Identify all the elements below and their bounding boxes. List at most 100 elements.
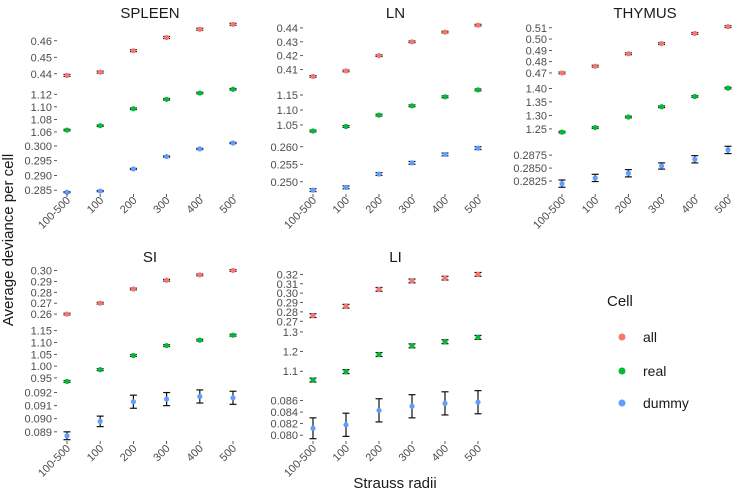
y-tick-label: 0.27 <box>31 298 52 310</box>
data-point-all <box>164 277 170 283</box>
data-point-real <box>97 367 103 373</box>
x-tick-label: 200 <box>364 443 385 464</box>
data-point-real <box>97 123 103 129</box>
data-point-real <box>475 334 481 341</box>
data-point-dummy <box>343 422 349 428</box>
y-tick-label: 0.44 <box>277 23 298 35</box>
data-point-all <box>559 70 565 76</box>
y-tick-label: 1.10 <box>31 338 52 350</box>
data-point-dummy <box>475 145 481 151</box>
y-tick-label: 0.090 <box>24 414 52 426</box>
row-real: 1.05 1.10 1.15 <box>277 87 482 134</box>
legend-key-real <box>618 367 626 375</box>
legend: Cell all real dummy <box>607 293 689 411</box>
x-tick-label: 500 <box>218 195 239 216</box>
y-tick-label: 0.300 <box>24 141 52 153</box>
data-point-all <box>692 30 698 37</box>
y-tick-label: 1.00 <box>31 361 52 373</box>
panel-title: SI <box>143 249 157 266</box>
data-point-dummy <box>130 166 136 172</box>
panels: SPLEEN0.440.450.461.061.081.101.120.2850… <box>24 5 734 480</box>
data-point-all <box>409 278 415 284</box>
data-point-dummy <box>725 147 731 153</box>
data-point-dummy <box>409 403 415 409</box>
panel-si: SI0.260.270.280.290.300.951.001.051.101.… <box>24 249 239 480</box>
data-point-all <box>197 26 203 32</box>
y-tick-label: 0.080 <box>270 430 298 442</box>
y-tick-label: 1.06 <box>31 127 52 139</box>
data-point-all <box>343 303 349 309</box>
y-tick-label: 0.47 <box>526 68 547 80</box>
y-tick-label: 0.95 <box>31 373 52 385</box>
data-point-real <box>164 342 170 349</box>
y-tick-label: 1.15 <box>31 326 52 338</box>
panel-ln: LN 0.41 0.42 0.43 0.44 1.05 1.10 1.15 0.250 0.255… <box>270 5 484 232</box>
y-tick-label: 1.08 <box>31 114 52 126</box>
panel-spleen: SPLEEN0.440.450.461.061.081.101.120.2850… <box>24 5 239 232</box>
data-point-dummy <box>164 153 170 160</box>
row-all: 0.41 0.42 0.43 0.44 <box>277 22 482 80</box>
panel-title: SPLEEN <box>120 5 179 22</box>
y-tick-label: 0.42 <box>277 51 298 63</box>
y-tick-label: 0.255 <box>270 159 298 171</box>
x-tick-label: 300 <box>151 195 172 216</box>
data-point-all <box>343 68 349 74</box>
data-point-real <box>197 90 203 96</box>
y-tick-label: 0.43 <box>277 37 298 49</box>
y-tick-label: 0.32 <box>277 269 298 281</box>
y-tick-label: 0.089 <box>24 427 52 439</box>
data-point-all <box>376 286 382 292</box>
data-point-dummy <box>692 156 698 162</box>
data-point-dummy <box>409 160 415 166</box>
y-tick-label: 0.51 <box>526 23 547 35</box>
x-tick-label: 100 <box>331 195 352 216</box>
data-point-real <box>409 343 415 349</box>
data-point-all <box>230 21 236 27</box>
data-point-all <box>197 272 203 278</box>
panel-li: LI 0.270.280.290.300.310.32 1.1 1.2 1.3 0.080… <box>270 249 484 480</box>
data-point-all <box>64 72 70 79</box>
data-point-dummy <box>442 400 448 406</box>
x-tick-label: 100-500 <box>36 195 73 232</box>
y-tick-label: 0.28 <box>31 287 52 299</box>
data-point-real <box>376 351 382 358</box>
y-tick-label: 0.29 <box>277 298 298 310</box>
y-tick-label: 0.41 <box>277 65 298 77</box>
x-tick-label: 200 <box>118 443 139 464</box>
x-tick-label: 100-500 <box>282 443 319 480</box>
data-point-all <box>725 24 731 30</box>
data-point-dummy <box>64 189 70 195</box>
y-tick-label: 1.3 <box>283 327 298 339</box>
y-tick-label: 1.15 <box>277 90 298 102</box>
data-point-all <box>659 40 665 47</box>
data-point-dummy <box>97 188 103 194</box>
data-point-dummy <box>197 146 203 152</box>
x-axis-label: Strauss radii <box>353 475 436 492</box>
data-point-all <box>130 48 136 54</box>
data-point-dummy <box>343 184 349 190</box>
row-all: 0.270.280.290.300.310.32 <box>277 269 482 328</box>
data-point-all <box>475 271 481 277</box>
x-tick-label: 500 <box>218 443 239 464</box>
row-all: 0.470.480.490.500.51 <box>526 23 732 80</box>
y-tick-label: 0.260 <box>270 142 298 154</box>
y-tick-label: 0.28 <box>277 307 298 319</box>
y-tick-label: 0.086 <box>270 395 298 407</box>
y-tick-label: 0.250 <box>270 177 298 189</box>
y-tick-label: 1.40 <box>526 83 547 95</box>
data-point-all <box>625 51 632 57</box>
y-tick-label: 0.084 <box>270 407 298 419</box>
data-point-dummy <box>230 395 236 401</box>
y-tick-label: 1.35 <box>526 97 547 109</box>
data-point-real <box>592 124 598 131</box>
y-tick-label: 0.31 <box>277 279 298 291</box>
x-tick-label: 200 <box>364 195 385 216</box>
data-point-real <box>659 104 665 110</box>
y-axis-label: Average deviance per cell <box>0 154 17 326</box>
row-real: 1.061.081.101.12 <box>31 86 237 139</box>
data-point-dummy <box>475 399 481 405</box>
data-point-real <box>130 106 136 112</box>
y-tick-label: 0.082 <box>270 419 298 431</box>
x-tick-label: 500 <box>713 195 734 216</box>
